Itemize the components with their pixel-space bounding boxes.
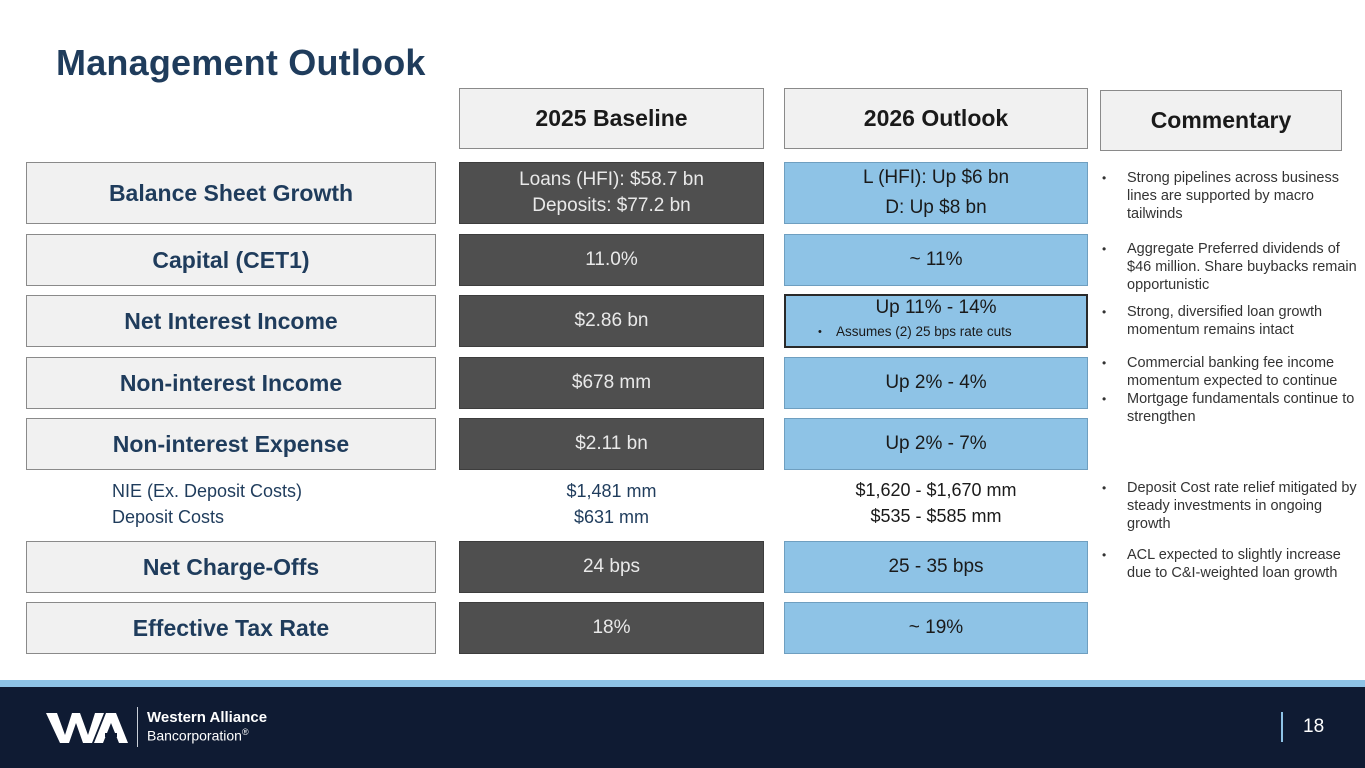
commentary-net-charge-offs: • ACL expected to slightly increase due t… [1100,546,1362,582]
company-name: Western Alliance [147,709,268,726]
outlook-cell-net-charge-offs: 25 - 35 bps [784,541,1088,593]
baseline-cell-non-interest-expense: $2.11 bn [459,418,764,470]
subrow-outlook-nie-ex-deposit: $1,620 - $1,670 mm [855,480,1017,500]
header-label: 2026 Outlook [863,105,1009,131]
row-label-text: Net Charge-Offs [142,553,320,580]
row-label-text: Capital (CET1) [152,246,310,273]
row-label-text: Balance Sheet Growth [108,179,354,206]
page-number-divider [1281,712,1283,742]
baseline-cell-balance-sheet-growth: Loans (HFI): $58.7 bn Deposits: $77.2 bn [459,162,764,224]
header-commentary: Commentary [1100,90,1342,151]
outlook-cell-effective-tax-rate: ~ 19% [784,602,1088,654]
commentary-bullet: • Commercial banking fee income momentum … [1100,354,1362,390]
row-label-effective-tax-rate: Effective Tax Rate [26,602,436,654]
outlook-line: Up 2% - 7% [885,433,987,454]
baseline-line: $678 mm [571,372,652,393]
commentary-capital: • Aggregate Preferred dividends of $46 mi… [1100,240,1362,294]
bullet-icon: • [1102,356,1107,370]
bullet-icon: • [1102,242,1107,256]
bullet-icon: • [1102,481,1107,495]
bullet-icon: • [1102,548,1107,562]
outlook-cell-non-interest-income: Up 2% - 4% [784,357,1088,409]
row-label-non-interest-income: Non-interest Income [26,357,436,409]
header-label: Commentary [1150,107,1292,133]
row-label-text: Non-interest Income [119,369,343,396]
baseline-cell-non-interest-income: $678 mm [459,357,764,409]
row-label-capital-cet1: Capital (CET1) [26,234,436,286]
commentary-bullet: • Mortgage fundamentals continue to stren… [1100,390,1362,426]
page-title: Management Outlook [56,42,426,83]
subrow-baseline-deposit-costs: $631 mm [573,507,650,527]
row-label-balance-sheet-growth: Balance Sheet Growth [26,162,436,224]
outlook-line: Up 11% - 14% [875,297,997,318]
outlook-line: Up 2% - 4% [885,372,987,393]
outlook-note: • Assumes (2) 25 bps rate cuts [818,323,1012,341]
page-number: 18 [1303,716,1325,737]
row-label-text: Effective Tax Rate [132,614,330,641]
commentary-text: Aggregate Preferred dividends of $46 mil… [1127,241,1357,293]
row-label-net-charge-offs: Net Charge-Offs [26,541,436,593]
baseline-line: 24 bps [582,556,641,577]
header-2025-baseline: 2025 Baseline [459,88,764,149]
baseline-cell-net-interest-income: $2.86 bn [459,295,764,347]
outlook-cell-balance-sheet-growth: L (HFI): Up $6 bn D: Up $8 bn [784,162,1088,224]
baseline-line: $2.86 bn [574,310,649,331]
baseline-line: $2.11 bn [575,433,648,454]
commentary-net-interest-income: • Strong, diversified loan growth momentu… [1100,303,1362,339]
commentary-text: Mortgage fundamentals continue to streng… [1127,391,1355,425]
outlook-cell-capital-cet1: ~ 11% [784,234,1088,286]
row-label-net-interest-income: Net Interest Income [26,295,436,347]
commentary-non-interest-income: • Commercial banking fee income momentum … [1100,354,1362,426]
bullet-icon: • [1102,305,1107,319]
baseline-cell-capital-cet1: 11.0% [459,234,764,286]
commentary-bullet: • Aggregate Preferred dividends of $46 mi… [1100,240,1362,294]
baseline-line: 18% [592,617,631,638]
outlook-note-text: Assumes (2) 25 bps rate cuts [836,324,1012,339]
baseline-line: 11.0% [585,249,638,270]
subsidiary-text: Bancorporation [147,727,242,744]
commentary-bullet: • Deposit Cost rate relief mitigated by s… [1100,479,1362,533]
header-label: 2025 Baseline [535,105,688,131]
commentary-text: Deposit Cost rate relief mitigated by st… [1127,480,1357,532]
bullet-icon: • [1102,392,1107,406]
registered-mark: ® [241,727,249,737]
commentary-text: Strong pipelines across business lines a… [1127,170,1339,222]
commentary-bullet: • Strong pipelines across business lines … [1100,169,1362,223]
footer-accent-stripe [0,680,1365,687]
commentary-bullet: • Strong, diversified loan growth momentu… [1100,303,1362,339]
outlook-line: 25 - 35 bps [888,556,984,577]
outlook-line: L (HFI): Up $6 bn [862,167,1010,188]
baseline-line: Deposits: $77.2 bn [532,195,691,216]
commentary-deposit-costs: • Deposit Cost rate relief mitigated by s… [1100,479,1362,533]
outlook-cell-non-interest-expense: Up 2% - 7% [784,418,1088,470]
commentary-balance-sheet: • Strong pipelines across business lines … [1100,169,1362,223]
outlook-cell-net-interest-income: Up 11% - 14% • Assumes (2) 25 bps rate c… [784,294,1088,348]
subrow-label-deposit-costs: Deposit Costs [112,507,225,527]
commentary-text: ACL expected to slightly increase due to… [1127,547,1341,581]
company-subsidiary: Bancorporation® [147,727,249,744]
commentary-text: Commercial banking fee income momentum e… [1127,355,1338,389]
baseline-cell-net-charge-offs: 24 bps [459,541,764,593]
row-label-non-interest-expense: Non-interest Expense [26,418,436,470]
outlook-line: ~ 19% [908,617,964,638]
subrow-baseline-nie-ex-deposit: $1,481 mm [566,481,657,501]
bullet-icon: • [818,326,822,338]
commentary-bullet: • ACL expected to slightly increase due t… [1100,546,1362,582]
header-2026-outlook: 2026 Outlook [784,88,1088,149]
outlook-line: D: Up $8 bn [885,197,987,218]
western-alliance-logo-icon [46,713,128,743]
subrow-label-nie-ex-deposit: NIE (Ex. Deposit Costs) [112,481,303,501]
row-label-text: Net Interest Income [124,307,338,334]
baseline-line: Loans (HFI): $58.7 bn [519,169,704,190]
bullet-icon: • [1102,171,1107,185]
commentary-text: Strong, diversified loan growth momentum… [1127,304,1323,338]
baseline-cell-effective-tax-rate: 18% [459,602,764,654]
outlook-line: ~ 11% [909,249,963,270]
subrow-outlook-deposit-costs: $535 - $585 mm [870,506,1002,526]
footer-bar: Western Alliance Bancorporation® 18 [0,687,1365,768]
row-label-text: Non-interest Expense [112,430,350,457]
logo-divider [137,707,138,747]
